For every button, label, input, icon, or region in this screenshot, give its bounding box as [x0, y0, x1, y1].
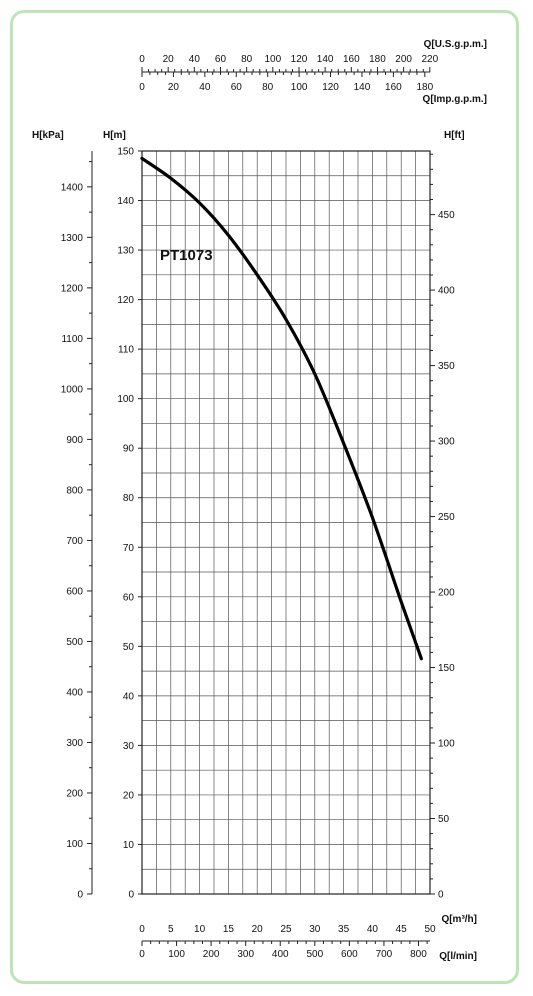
tick-label-h-kpa: 400 [66, 687, 83, 698]
axis-title-h-kpa: H[kPa] [32, 130, 64, 141]
tick-label-q-usgpm: 60 [215, 54, 227, 65]
tick-label-h-ft: 100 [438, 739, 455, 750]
tick-label-q-usgpm: 80 [241, 54, 253, 65]
tick-label-h-m: 60 [123, 592, 135, 603]
tick-label-q-m3h: 0 [139, 924, 145, 935]
tick-label-q-impgpm: 180 [416, 82, 433, 93]
tick-label-q-lmin: 500 [306, 949, 323, 960]
tick-label-q-impgpm: 40 [199, 82, 211, 93]
tick-label-h-m: 150 [117, 147, 134, 158]
tick-label-h-kpa: 800 [66, 485, 83, 496]
tick-label-h-ft: 0 [438, 890, 444, 901]
tick-label-q-impgpm: 120 [322, 82, 339, 93]
tick-label-q-impgpm: 140 [354, 82, 371, 93]
tick-label-h-kpa: 900 [66, 435, 83, 446]
tick-label-h-kpa: 1400 [61, 182, 84, 193]
tick-label-q-m3h: 5 [168, 924, 174, 935]
tick-label-h-kpa: 200 [66, 788, 83, 799]
tick-label-h-m: 100 [117, 394, 134, 405]
tick-label-q-usgpm: 180 [369, 54, 386, 65]
tick-label-h-m: 90 [123, 444, 135, 455]
tick-label-h-m: 140 [117, 196, 134, 207]
tick-label-q-usgpm: 20 [163, 54, 175, 65]
tick-label-h-m: 10 [123, 840, 135, 851]
tick-label-q-lmin: 800 [410, 949, 427, 960]
tick-label-h-kpa: 1300 [61, 233, 84, 244]
tick-label-h-ft: 350 [438, 361, 455, 372]
tick-label-q-m3h: 35 [338, 924, 350, 935]
tick-label-q-m3h: 50 [424, 924, 436, 935]
tick-label-h-ft: 450 [438, 210, 455, 221]
tick-label-h-kpa: 1200 [61, 283, 84, 294]
tick-label-q-m3h: 45 [396, 924, 408, 935]
axis-title-q-impgpm: Q[Imp.g.p.m.] [423, 94, 487, 105]
tick-label-h-ft: 50 [438, 814, 450, 825]
tick-label-h-m: 50 [123, 642, 135, 653]
tick-label-q-m3h: 15 [223, 924, 235, 935]
tick-label-q-m3h: 20 [252, 924, 264, 935]
tick-label-q-lmin: 200 [203, 949, 220, 960]
tick-label-h-m: 130 [117, 246, 134, 257]
tick-label-h-kpa: 500 [66, 637, 83, 648]
tick-label-q-impgpm: 100 [291, 82, 308, 93]
tick-label-q-lmin: 100 [168, 949, 185, 960]
tick-label-h-m: 80 [123, 493, 135, 504]
tick-label-h-ft: 200 [438, 588, 455, 599]
tick-label-q-impgpm: 0 [139, 82, 145, 93]
tick-label-q-lmin: 300 [237, 949, 254, 960]
axis-title-h-ft: H[ft] [444, 130, 465, 141]
tick-label-h-kpa: 600 [66, 586, 83, 597]
axis-title-q-m3h: Q[m³/h] [441, 914, 477, 925]
tick-label-h-kpa: 300 [66, 738, 83, 749]
tick-label-q-impgpm: 160 [385, 82, 402, 93]
tick-label-q-lmin: 600 [341, 949, 358, 960]
axis-title-q-lmin: Q[l/min] [439, 951, 477, 962]
tick-label-h-kpa: 700 [66, 536, 83, 547]
tick-label-q-usgpm: 100 [264, 54, 281, 65]
tick-label-h-m: 70 [123, 543, 135, 554]
tick-label-h-ft: 400 [438, 286, 455, 297]
tick-label-h-ft: 150 [438, 663, 455, 674]
axis-title-h-m: H[m] [103, 130, 126, 141]
tick-label-q-lmin: 400 [272, 949, 289, 960]
axis-title-q-usgpm: Q[U.S.g.p.m.] [424, 39, 487, 50]
tick-label-q-usgpm: 120 [291, 54, 308, 65]
tick-label-h-m: 120 [117, 295, 134, 306]
tick-label-h-m: 30 [123, 741, 135, 752]
tick-label-h-ft: 300 [438, 437, 455, 448]
series-line-0 [140, 156, 423, 661]
plot-border [141, 150, 431, 895]
tick-label-q-usgpm: 140 [317, 54, 334, 65]
tick-label-h-m: 110 [118, 345, 134, 356]
tick-label-h-ft: 250 [438, 512, 455, 523]
tick-label-q-impgpm: 20 [168, 82, 180, 93]
tick-label-h-m: 20 [123, 790, 135, 801]
axes: 0102030405060708090100110120130140150010… [61, 54, 455, 960]
series-layer [140, 156, 423, 661]
tick-label-q-usgpm: 40 [189, 54, 201, 65]
tick-label-h-kpa: 1000 [61, 384, 84, 395]
tick-label-h-kpa: 0 [77, 890, 83, 901]
tick-label-q-usgpm: 200 [395, 54, 412, 65]
tick-label-q-m3h: 30 [309, 924, 321, 935]
tick-label-q-m3h: 40 [367, 924, 379, 935]
tick-label-q-lmin: 700 [376, 949, 393, 960]
tick-label-q-m3h: 25 [280, 924, 292, 935]
tick-label-q-impgpm: 80 [262, 82, 274, 93]
tick-label-h-kpa: 1100 [61, 334, 83, 345]
tick-label-q-usgpm: 220 [421, 54, 438, 65]
tick-label-h-m: 0 [128, 890, 134, 901]
tick-label-q-lmin: 0 [139, 949, 145, 960]
tick-label-q-impgpm: 60 [231, 82, 243, 93]
tick-label-q-usgpm: 0 [139, 54, 145, 65]
chart-frame [10, 10, 519, 984]
tick-label-q-usgpm: 160 [343, 54, 360, 65]
tick-label-h-kpa: 100 [66, 839, 83, 850]
tick-label-h-m: 40 [123, 691, 135, 702]
tick-label-q-m3h: 10 [194, 924, 206, 935]
series-label-pt1073: PT1073 [160, 247, 213, 264]
